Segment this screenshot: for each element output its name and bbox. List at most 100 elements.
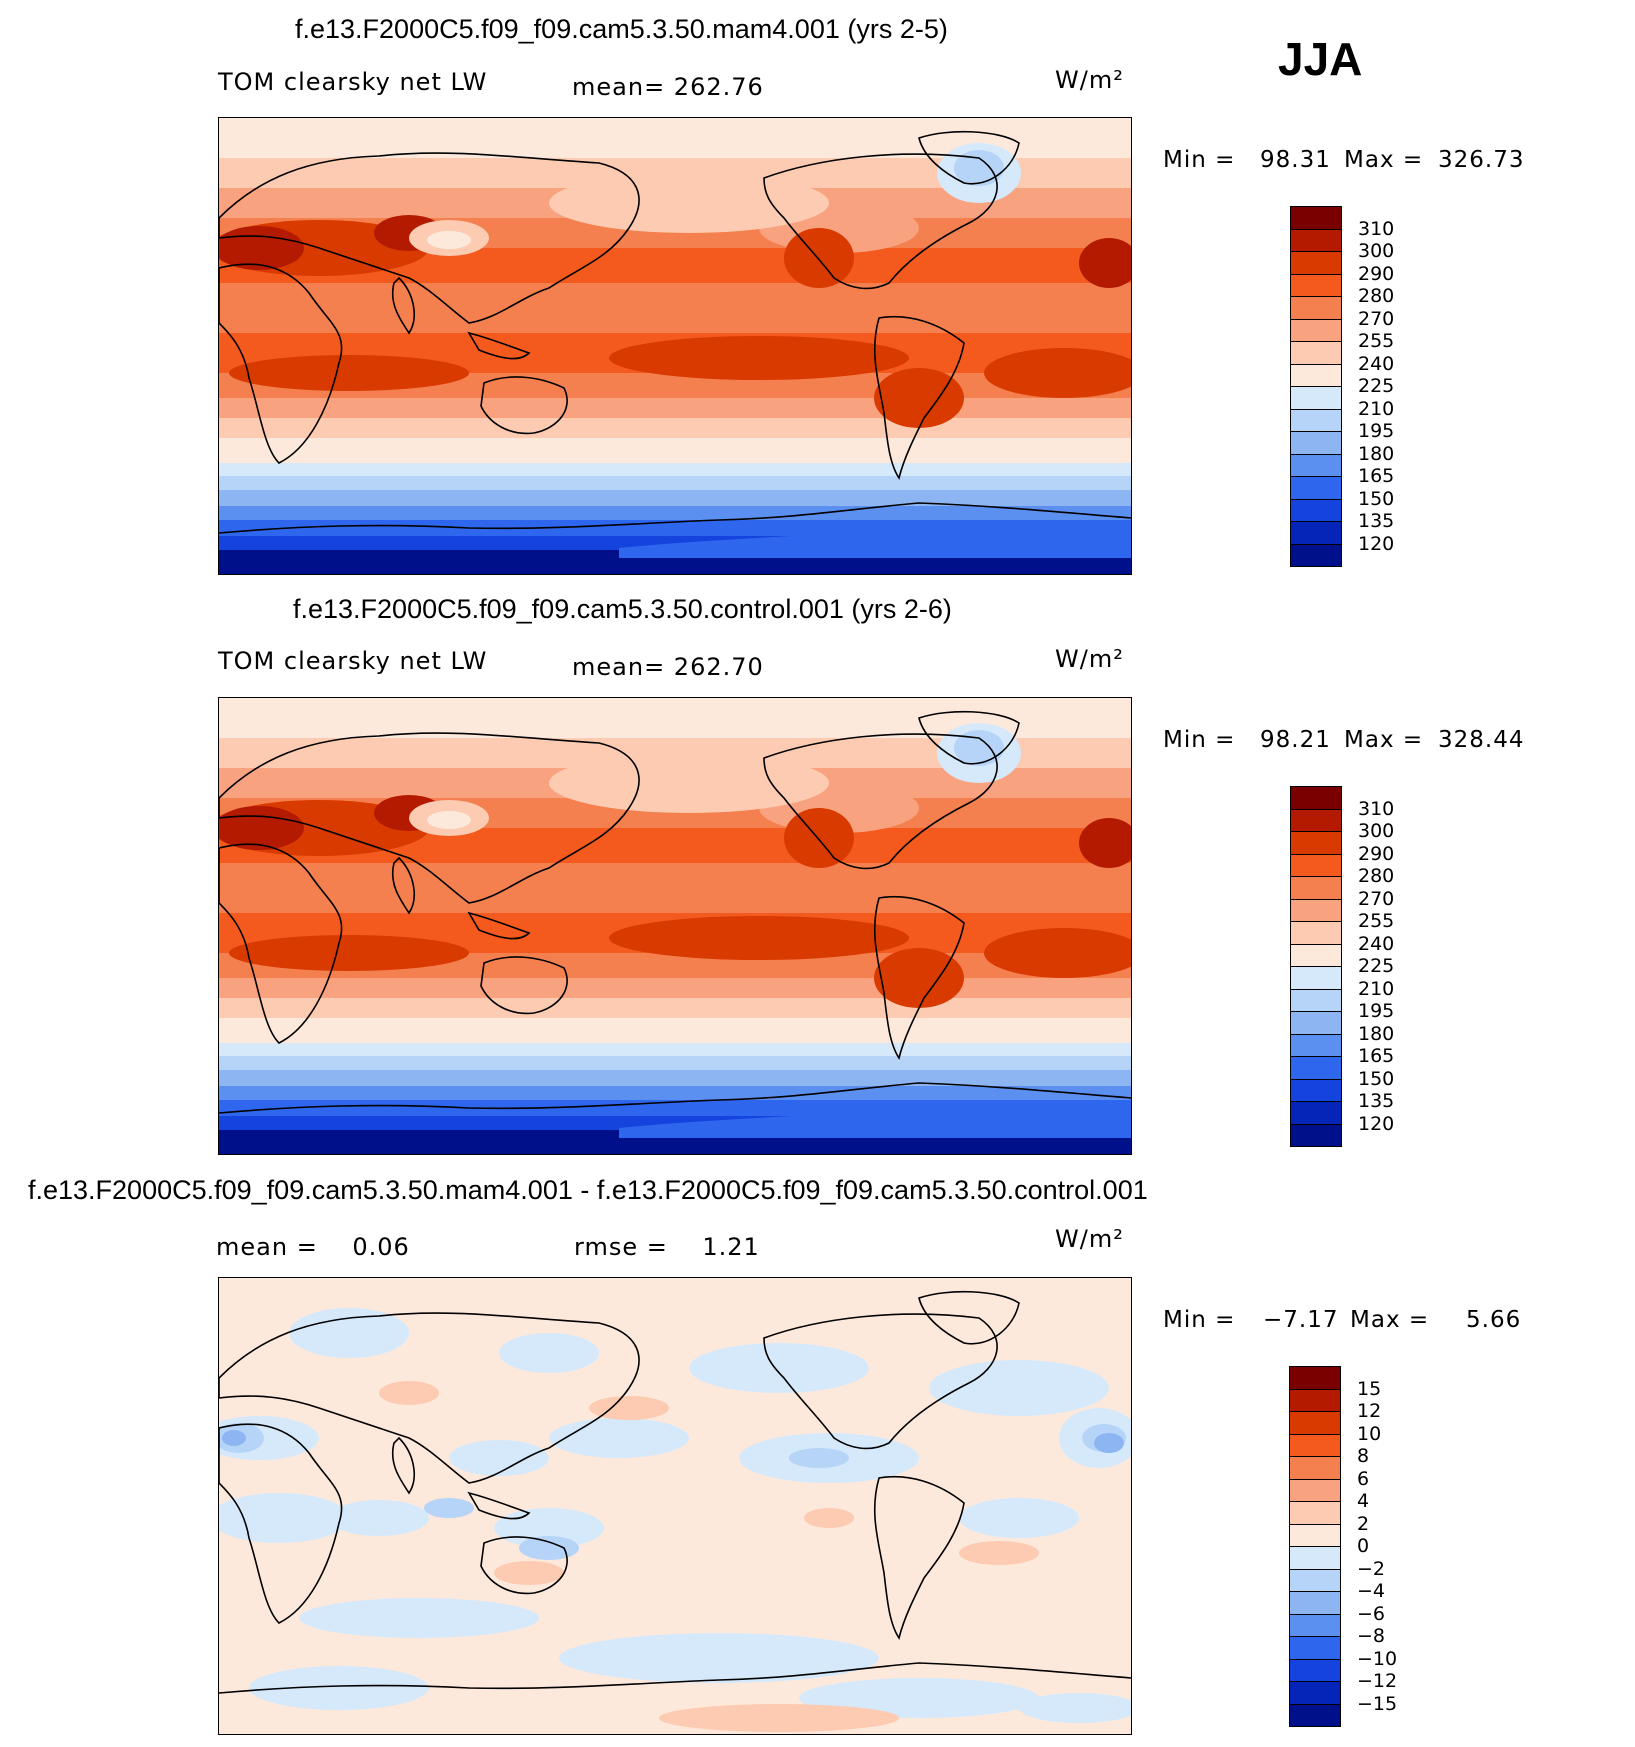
panel-1-max-value: 326.73 xyxy=(1438,147,1525,173)
field-band xyxy=(219,490,1131,507)
field-band xyxy=(219,998,1131,1019)
colorbar-swatch xyxy=(1290,408,1342,432)
field-blob xyxy=(984,348,1131,398)
colorbar-tick-label: 300 xyxy=(1358,240,1395,262)
colorbar-tick-label: 150 xyxy=(1358,487,1395,510)
panel-3-min-value: −7.17 xyxy=(1263,1307,1339,1333)
coastline xyxy=(480,376,568,435)
field-blob xyxy=(954,730,1004,766)
coastline xyxy=(873,1475,965,1640)
colorbar-tick-label: 255 xyxy=(1358,910,1395,932)
colorbar-tick-label: 280 xyxy=(1358,865,1395,887)
field-blob xyxy=(229,355,469,391)
colorbar-tick-label: −8 xyxy=(1357,1625,1386,1647)
colorbar-tick-label: 270 xyxy=(1358,307,1395,330)
field-blob xyxy=(619,528,1131,558)
colorbar-tick-label: 290 xyxy=(1358,842,1395,865)
colorbar-swatch xyxy=(1290,228,1342,252)
coastline xyxy=(219,1082,1131,1114)
colorbar-tick-label: 240 xyxy=(1358,352,1395,375)
field-band xyxy=(219,438,1131,464)
colorbar-swatch xyxy=(1290,476,1342,499)
panel-3-max-value: 5.66 xyxy=(1466,1307,1522,1333)
coastline xyxy=(918,710,1020,765)
colorbar-swatch xyxy=(1290,521,1342,544)
diff-blob xyxy=(929,1360,1109,1416)
colorbar-swatch xyxy=(1290,966,1342,989)
colorbar-tick-label: 6 xyxy=(1357,1467,1370,1490)
coastline xyxy=(480,956,568,1015)
diff-blob xyxy=(299,1598,539,1638)
coastline xyxy=(467,1491,531,1520)
field-blob xyxy=(784,228,854,288)
colorbar-tick-label: 4 xyxy=(1357,1490,1370,1512)
diff-blob xyxy=(959,1541,1039,1565)
field-band xyxy=(219,1018,1131,1044)
colorbar-tick-label: 165 xyxy=(1358,465,1395,487)
diff-blob xyxy=(789,1448,849,1468)
field-blob xyxy=(619,1108,1131,1138)
diff-blob xyxy=(559,1633,879,1683)
panel-3-units: W/m² xyxy=(1055,1225,1124,1253)
panel-3-min-label: Min = xyxy=(1163,1307,1236,1333)
colorbar-swatch xyxy=(1289,1681,1341,1704)
panel-2-min-label: Min = xyxy=(1163,727,1236,753)
field-band xyxy=(219,476,1131,491)
field-blob xyxy=(549,173,829,233)
colorbar-tick-label: 120 xyxy=(1358,1112,1395,1135)
colorbar-tick-label: 10 xyxy=(1357,1422,1382,1445)
coastline xyxy=(219,263,343,464)
colorbar-tick-label: −12 xyxy=(1357,1670,1398,1692)
colorbar-swatch xyxy=(1289,1366,1341,1389)
diff-blob xyxy=(689,1343,869,1393)
panel-1-contour-map xyxy=(219,118,1131,574)
colorbar-tick-label: 310 xyxy=(1358,217,1395,240)
panel-2-contour-map xyxy=(219,698,1131,1154)
diff-blob xyxy=(494,1561,564,1585)
coastline xyxy=(873,895,965,1060)
colorbar-tick-label: 290 xyxy=(1358,262,1395,285)
colorbar-tick-label: 180 xyxy=(1358,442,1395,465)
field-band xyxy=(219,506,1131,521)
colorbar-swatch xyxy=(1290,318,1342,342)
colorbar-swatch xyxy=(1290,988,1342,1012)
panel-2-units: W/m² xyxy=(1055,645,1124,673)
colorbar-swatch xyxy=(1289,1636,1341,1659)
colorbar-swatch xyxy=(1289,1568,1341,1592)
coastline xyxy=(391,856,415,915)
colorbar-tick-label: 195 xyxy=(1358,420,1395,442)
colorbar-swatch xyxy=(1289,1501,1341,1524)
colorbar-swatch xyxy=(1289,1433,1341,1457)
field-band xyxy=(219,418,1131,439)
diff-blob xyxy=(329,1500,429,1536)
colorbar-swatch xyxy=(1289,1456,1341,1479)
coastline xyxy=(467,911,531,940)
panel-1-max-label: Max = xyxy=(1344,147,1424,173)
colorbar-tick-label: 165 xyxy=(1358,1045,1395,1067)
colorbar-swatch xyxy=(1289,1411,1341,1434)
coastline xyxy=(763,153,998,290)
colorbar-tick-label: 8 xyxy=(1357,1445,1370,1467)
season-label: JJA xyxy=(1278,33,1363,85)
coastline xyxy=(219,1312,640,1484)
colorbar-swatch xyxy=(1289,1546,1341,1569)
field-blob xyxy=(609,336,909,380)
field-band xyxy=(219,398,1131,419)
colorbar-swatch xyxy=(1289,1658,1341,1682)
panel-1-mean-label: mean= 262.76 xyxy=(572,73,764,101)
panel-3-max-label: Max = xyxy=(1350,1307,1430,1333)
coastline xyxy=(480,1536,568,1595)
diff-blob xyxy=(549,1418,689,1458)
field-band xyxy=(219,283,1131,334)
diff-blob xyxy=(499,1333,599,1373)
coastline xyxy=(918,130,1020,185)
coastline xyxy=(219,732,640,904)
field-blob xyxy=(427,231,471,249)
coastline xyxy=(763,733,998,870)
diff-blob xyxy=(219,1493,349,1543)
coastline xyxy=(219,1423,343,1624)
field-blob xyxy=(609,916,909,960)
diff-blob xyxy=(424,1498,474,1518)
colorbar-swatch xyxy=(1290,876,1342,899)
colorbar-swatch xyxy=(1290,251,1342,274)
